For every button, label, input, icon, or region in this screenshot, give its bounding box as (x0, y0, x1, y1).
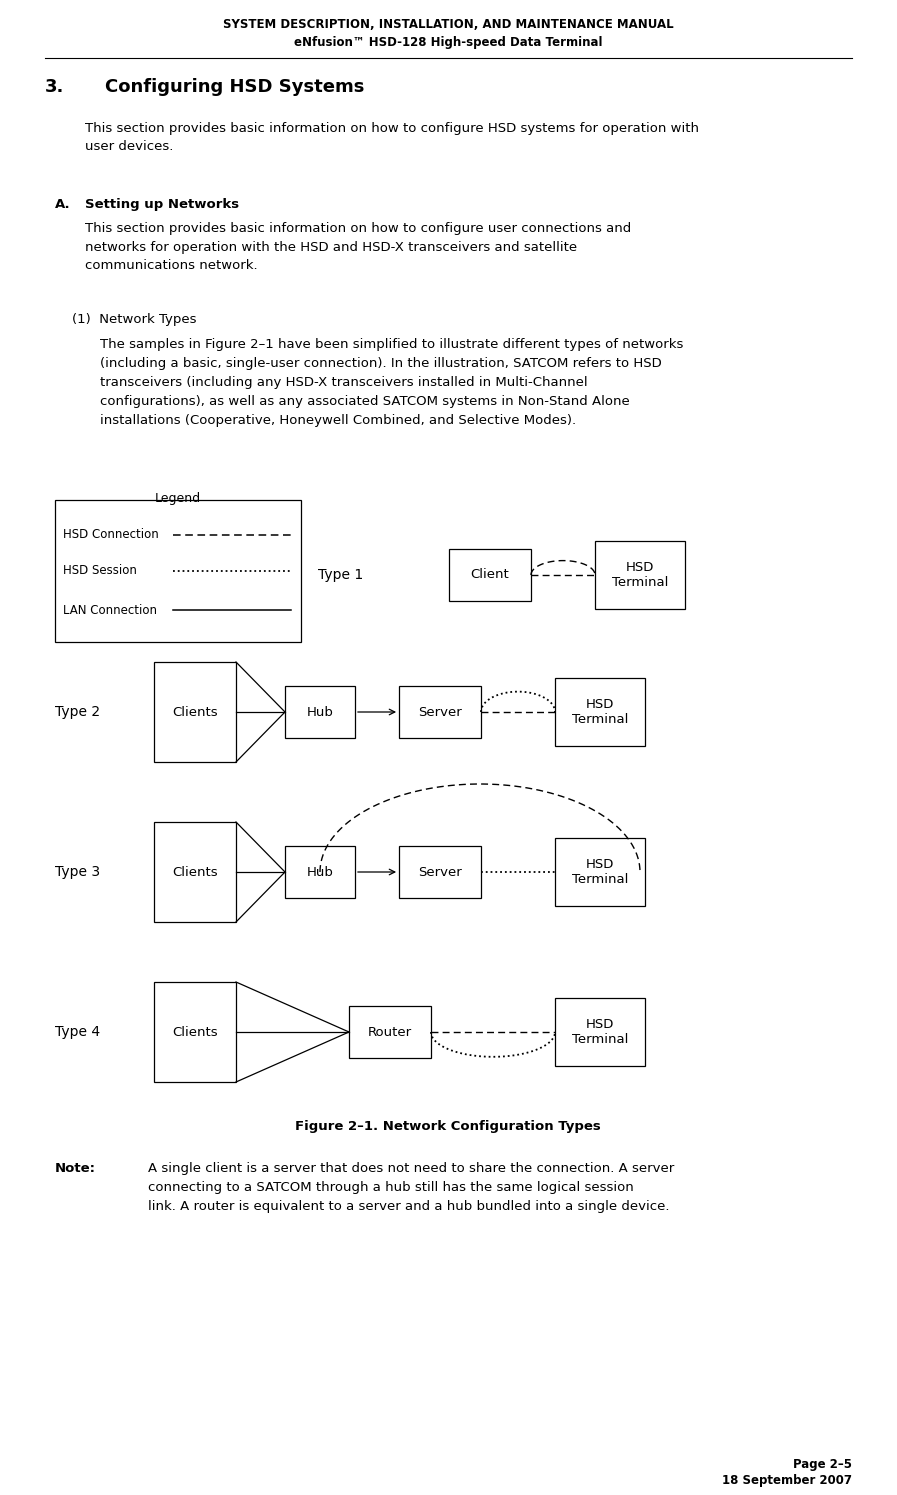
FancyBboxPatch shape (154, 982, 236, 1082)
Text: A single client is a server that does not need to share the connection. A server: A single client is a server that does no… (148, 1162, 675, 1175)
FancyBboxPatch shape (399, 846, 481, 898)
FancyBboxPatch shape (349, 1006, 431, 1058)
Text: link. A router is equivalent to a server and a hub bundled into a single device.: link. A router is equivalent to a server… (148, 1200, 669, 1212)
Text: Configuring HSD Systems: Configuring HSD Systems (105, 78, 364, 96)
Text: 3.: 3. (45, 78, 65, 96)
Text: A.: A. (55, 197, 71, 211)
Text: HSD Connection: HSD Connection (63, 529, 159, 541)
Text: The samples in Figure 2–1 have been simplified to illustrate different types of : The samples in Figure 2–1 have been simp… (100, 338, 684, 351)
Text: Clients: Clients (172, 1026, 218, 1039)
Text: Server: Server (418, 866, 462, 879)
Text: (including a basic, single-user connection). In the illustration, SATCOM refers : (including a basic, single-user connecti… (100, 357, 662, 369)
FancyBboxPatch shape (555, 839, 645, 906)
Text: Type 2: Type 2 (55, 706, 100, 719)
Text: configurations), as well as any associated SATCOM systems in Non-Stand Alone: configurations), as well as any associat… (100, 395, 630, 408)
Text: HSD
Terminal: HSD Terminal (571, 698, 628, 727)
Text: HSD
Terminal: HSD Terminal (571, 1018, 628, 1046)
Text: installations (Cooperative, Honeywell Combined, and Selective Modes).: installations (Cooperative, Honeywell Co… (100, 414, 576, 428)
Text: Server: Server (418, 706, 462, 719)
Text: (1)  Network Types: (1) Network Types (72, 312, 196, 326)
Text: Note:: Note: (55, 1162, 96, 1175)
Text: Type 3: Type 3 (55, 866, 100, 879)
FancyBboxPatch shape (555, 999, 645, 1066)
Text: SYSTEM DESCRIPTION, INSTALLATION, AND MAINTENANCE MANUAL: SYSTEM DESCRIPTION, INSTALLATION, AND MA… (222, 18, 674, 31)
Text: LAN Connection: LAN Connection (63, 604, 157, 616)
FancyBboxPatch shape (555, 679, 645, 746)
Text: Router: Router (368, 1026, 412, 1039)
Text: HSD
Terminal: HSD Terminal (612, 561, 668, 589)
Text: Figure 2–1. Network Configuration Types: Figure 2–1. Network Configuration Types (295, 1120, 601, 1133)
FancyBboxPatch shape (285, 846, 355, 898)
FancyBboxPatch shape (399, 686, 481, 739)
Text: Hub: Hub (307, 706, 334, 719)
Text: Page 2–5: Page 2–5 (793, 1458, 852, 1471)
Text: Type 4: Type 4 (55, 1026, 100, 1039)
Text: HSD
Terminal: HSD Terminal (571, 858, 628, 887)
Text: transceivers (including any HSD-X transceivers installed in Multi-Channel: transceivers (including any HSD-X transc… (100, 377, 588, 389)
FancyBboxPatch shape (154, 662, 236, 762)
Text: Setting up Networks: Setting up Networks (85, 197, 239, 211)
Text: Client: Client (471, 568, 509, 582)
FancyBboxPatch shape (154, 822, 236, 922)
Text: eNfusion™ HSD-128 High-speed Data Terminal: eNfusion™ HSD-128 High-speed Data Termin… (293, 36, 602, 49)
Text: This section provides basic information on how to configure user connections and: This section provides basic information … (85, 221, 631, 272)
Text: Clients: Clients (172, 706, 218, 719)
Text: 18 September 2007: 18 September 2007 (722, 1474, 852, 1488)
Text: Hub: Hub (307, 866, 334, 879)
FancyBboxPatch shape (595, 541, 685, 608)
FancyBboxPatch shape (449, 549, 531, 601)
Bar (55, 499, 301, 641)
Text: Legend: Legend (155, 492, 201, 505)
Text: Clients: Clients (172, 866, 218, 879)
Text: HSD Session: HSD Session (63, 565, 137, 577)
FancyBboxPatch shape (285, 686, 355, 739)
Text: connecting to a SATCOM through a hub still has the same logical session: connecting to a SATCOM through a hub sti… (148, 1181, 634, 1195)
Text: This section provides basic information on how to configure HSD systems for oper: This section provides basic information … (85, 123, 699, 154)
Text: Type 1: Type 1 (318, 568, 363, 582)
